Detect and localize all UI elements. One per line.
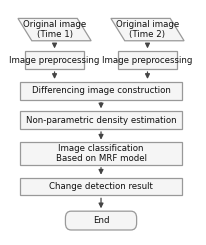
Text: Change detection result: Change detection result [49,182,153,191]
Text: End: End [93,216,109,225]
FancyBboxPatch shape [20,111,182,129]
FancyBboxPatch shape [20,142,182,165]
Text: Original image
(Time 2): Original image (Time 2) [116,20,179,39]
FancyBboxPatch shape [118,51,177,69]
Text: Non-parametric density estimation: Non-parametric density estimation [26,116,176,125]
Text: Image classification
Based on MRF model: Image classification Based on MRF model [56,144,146,163]
Polygon shape [18,18,91,41]
Text: Image preprocessing: Image preprocessing [9,56,100,65]
FancyBboxPatch shape [20,82,182,99]
Polygon shape [111,18,184,41]
Text: Differencing image construction: Differencing image construction [32,86,170,95]
FancyBboxPatch shape [66,211,137,230]
FancyBboxPatch shape [20,178,182,195]
Text: Original image
(Time 1): Original image (Time 1) [23,20,86,39]
Text: Image preprocessing: Image preprocessing [102,56,193,65]
FancyBboxPatch shape [25,51,84,69]
